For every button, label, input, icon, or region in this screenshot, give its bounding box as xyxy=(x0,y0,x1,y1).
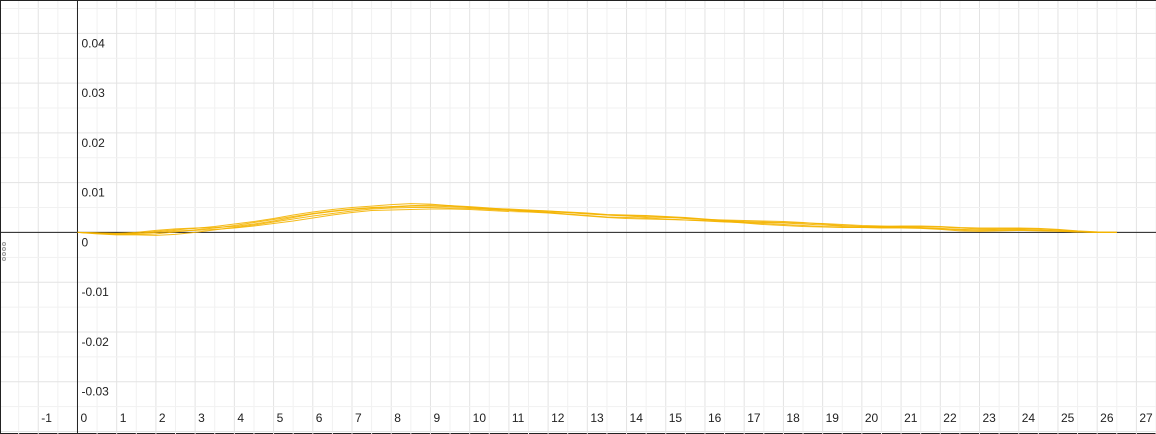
x-tick-label: 15 xyxy=(669,411,683,425)
x-tick-label: 13 xyxy=(590,411,604,425)
x-tick-label: 23 xyxy=(983,411,997,425)
x-tick-label: 20 xyxy=(865,411,879,425)
x-tick-label: 8 xyxy=(394,411,401,425)
x-tick-label: 0 xyxy=(80,411,87,425)
x-tick-label: 12 xyxy=(551,411,565,425)
x-tick-label: 19 xyxy=(826,411,840,425)
handle-dot xyxy=(2,252,6,256)
x-tick-label: 5 xyxy=(277,411,284,425)
x-tick-label: 26 xyxy=(1100,411,1114,425)
y-tick-label: -0.01 xyxy=(81,285,109,299)
y-tick-label: 0.04 xyxy=(81,36,105,50)
x-tick-label: 25 xyxy=(1061,411,1075,425)
resize-handle[interactable] xyxy=(2,241,8,269)
handle-dot xyxy=(2,242,6,246)
x-tick-label: 14 xyxy=(630,411,644,425)
x-tick-label: 6 xyxy=(316,411,323,425)
x-tick-label: 24 xyxy=(1022,411,1036,425)
y-tick-label: -0.03 xyxy=(81,385,109,399)
x-tick-label: 16 xyxy=(708,411,722,425)
x-tick-label: 22 xyxy=(943,411,957,425)
handle-dot xyxy=(2,247,6,251)
y-tick-label: 0.01 xyxy=(81,186,105,200)
x-tick-label: 21 xyxy=(904,411,918,425)
x-tick-label: 27 xyxy=(1139,411,1153,425)
y-tick-label: -0.02 xyxy=(81,335,109,349)
x-tick-label: -1 xyxy=(41,411,52,425)
series-line-3 xyxy=(77,207,1117,236)
y-tick-label: 0 xyxy=(81,235,88,249)
x-tick-label: 10 xyxy=(473,411,487,425)
x-tick-label: 4 xyxy=(237,411,244,425)
x-tick-label: 7 xyxy=(355,411,362,425)
y-tick-label: 0.03 xyxy=(81,86,105,100)
x-tick-label: 18 xyxy=(786,411,800,425)
x-tick-label: 1 xyxy=(120,411,127,425)
tick-labels: -1 0 1 2 3 4 5 6 7 8 9 10 11 12 13 14 15 16 17 18 19 20 21 22 23… xyxy=(41,36,1153,425)
series-line-4 xyxy=(77,208,1117,235)
x-tick-label: 11 xyxy=(512,411,525,425)
series-line-5 xyxy=(77,205,1117,234)
x-tick-label: 2 xyxy=(159,411,166,425)
x-tick-label: 17 xyxy=(747,411,761,425)
x-tick-label: 3 xyxy=(198,411,205,425)
handle-dot xyxy=(2,257,6,261)
series-lines xyxy=(77,203,1117,236)
y-tick-label: 0.02 xyxy=(81,136,105,150)
x-tick-label: 9 xyxy=(433,411,440,425)
